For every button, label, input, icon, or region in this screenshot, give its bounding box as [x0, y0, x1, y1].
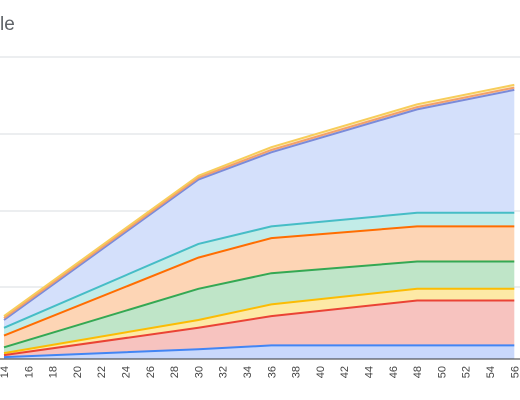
x-tick-label: 24 [121, 366, 133, 378]
series-area-2 [4, 288, 515, 356]
x-tick-label: 50 [436, 366, 448, 378]
series-line-3 [3, 260, 515, 349]
x-tick-label: 22 [96, 366, 108, 378]
series-line-0 [3, 344, 515, 359]
series-line-5 [3, 211, 515, 329]
x-tick-label: 46 [388, 366, 400, 378]
series-area-1 [4, 300, 515, 358]
x-tick-label: 42 [339, 366, 351, 378]
x-tick-label: 56 [509, 366, 520, 378]
x-tick-label: 20 [72, 366, 84, 378]
x-tick-label: 34 [242, 366, 254, 378]
x-tick-label: 36 [266, 366, 278, 378]
series-line-1 [3, 299, 515, 357]
x-tick-label: 32 [218, 366, 230, 378]
x-tick-label: 18 [48, 366, 60, 378]
series-line-7 [3, 86, 515, 319]
x-tick-label: 40 [315, 366, 327, 378]
series-line-4 [3, 225, 515, 337]
series-area-6 [4, 89, 515, 328]
x-tick-label: 48 [412, 366, 424, 378]
x-tick-label: 30 [193, 366, 205, 378]
x-tick-label: 44 [364, 366, 376, 378]
series-line-2 [3, 287, 515, 355]
series-area-5 [4, 212, 515, 336]
x-tick-label: 28 [169, 366, 181, 378]
x-tick-label: 52 [461, 366, 473, 378]
series-area-4 [4, 226, 515, 348]
series-area-0 [4, 345, 515, 359]
series-line-8 [3, 83, 515, 317]
series-area-3 [4, 261, 515, 354]
series-line-6 [3, 88, 515, 321]
x-tick-label: 14 [0, 366, 11, 378]
x-tick-label: 26 [145, 366, 157, 378]
x-tick-label: 54 [485, 366, 497, 378]
x-tick-label: 38 [291, 366, 303, 378]
x-tick-label: 16 [23, 366, 35, 378]
chart-title: le [0, 14, 15, 35]
